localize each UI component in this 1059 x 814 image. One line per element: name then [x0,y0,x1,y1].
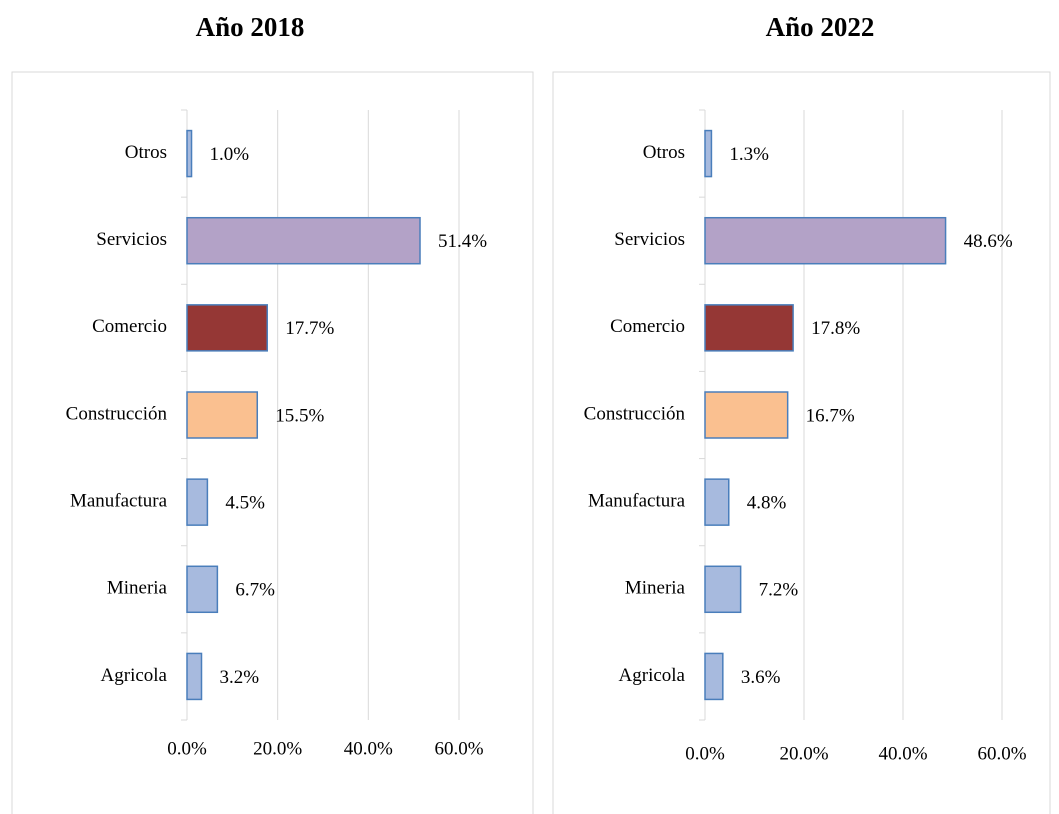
y-tick-label: Servicios [614,229,685,250]
data-label: 48.6% [964,231,1013,252]
data-label: 3.2% [220,667,260,688]
y-tick-label: Agricola [619,665,686,686]
y-tick-label: Mineria [625,578,686,599]
y-tick-label: Manufactura [588,491,686,512]
data-label: 3.6% [741,667,781,688]
data-label: 1.0% [210,144,250,165]
bar [186,129,193,178]
data-label: 17.7% [285,318,334,339]
x-tick-label: 20.0% [253,738,302,759]
bar [704,652,724,701]
panel [11,71,534,814]
data-label: 51.4% [438,231,487,252]
x-tick-label: 40.0% [878,743,927,764]
chart-title: Año 2018 [196,12,305,42]
y-tick-label: Agricola [101,665,168,686]
bar [186,216,421,265]
y-tick-label: Mineria [107,578,168,599]
panel [552,71,1051,814]
data-label: 17.8% [811,318,860,339]
bar [186,391,259,439]
data-label: 4.8% [747,493,787,514]
x-tick-label: 0.0% [167,738,207,759]
y-tick-label: Servicios [96,229,167,250]
y-tick-label: Manufactura [70,491,168,512]
bar [186,565,219,614]
y-tick-label: Construcción [66,403,168,424]
x-tick-label: 60.0% [434,738,483,759]
data-label: 4.5% [225,493,265,514]
bar [704,129,713,178]
x-tick-label: 60.0% [977,743,1026,764]
y-tick-label: Otros [125,142,167,163]
data-label: 1.3% [729,144,769,165]
data-label: 7.2% [759,580,799,601]
bar [704,216,947,265]
y-tick-label: Otros [643,142,685,163]
bar [186,478,209,526]
bar [704,391,789,439]
bar [186,304,268,352]
chart-title: Año 2022 [766,12,875,42]
bar [704,478,730,526]
y-tick-label: Comercio [610,316,685,337]
bar [186,652,203,701]
x-tick-label: 40.0% [344,738,393,759]
x-tick-label: 20.0% [779,743,828,764]
bar [704,304,794,352]
y-tick-label: Comercio [92,316,167,337]
data-label: 15.5% [275,405,324,426]
data-label: 6.7% [235,580,275,601]
bar [704,565,742,614]
x-tick-label: 0.0% [685,743,725,764]
data-label: 16.7% [806,405,855,426]
y-tick-label: Construcción [584,403,686,424]
